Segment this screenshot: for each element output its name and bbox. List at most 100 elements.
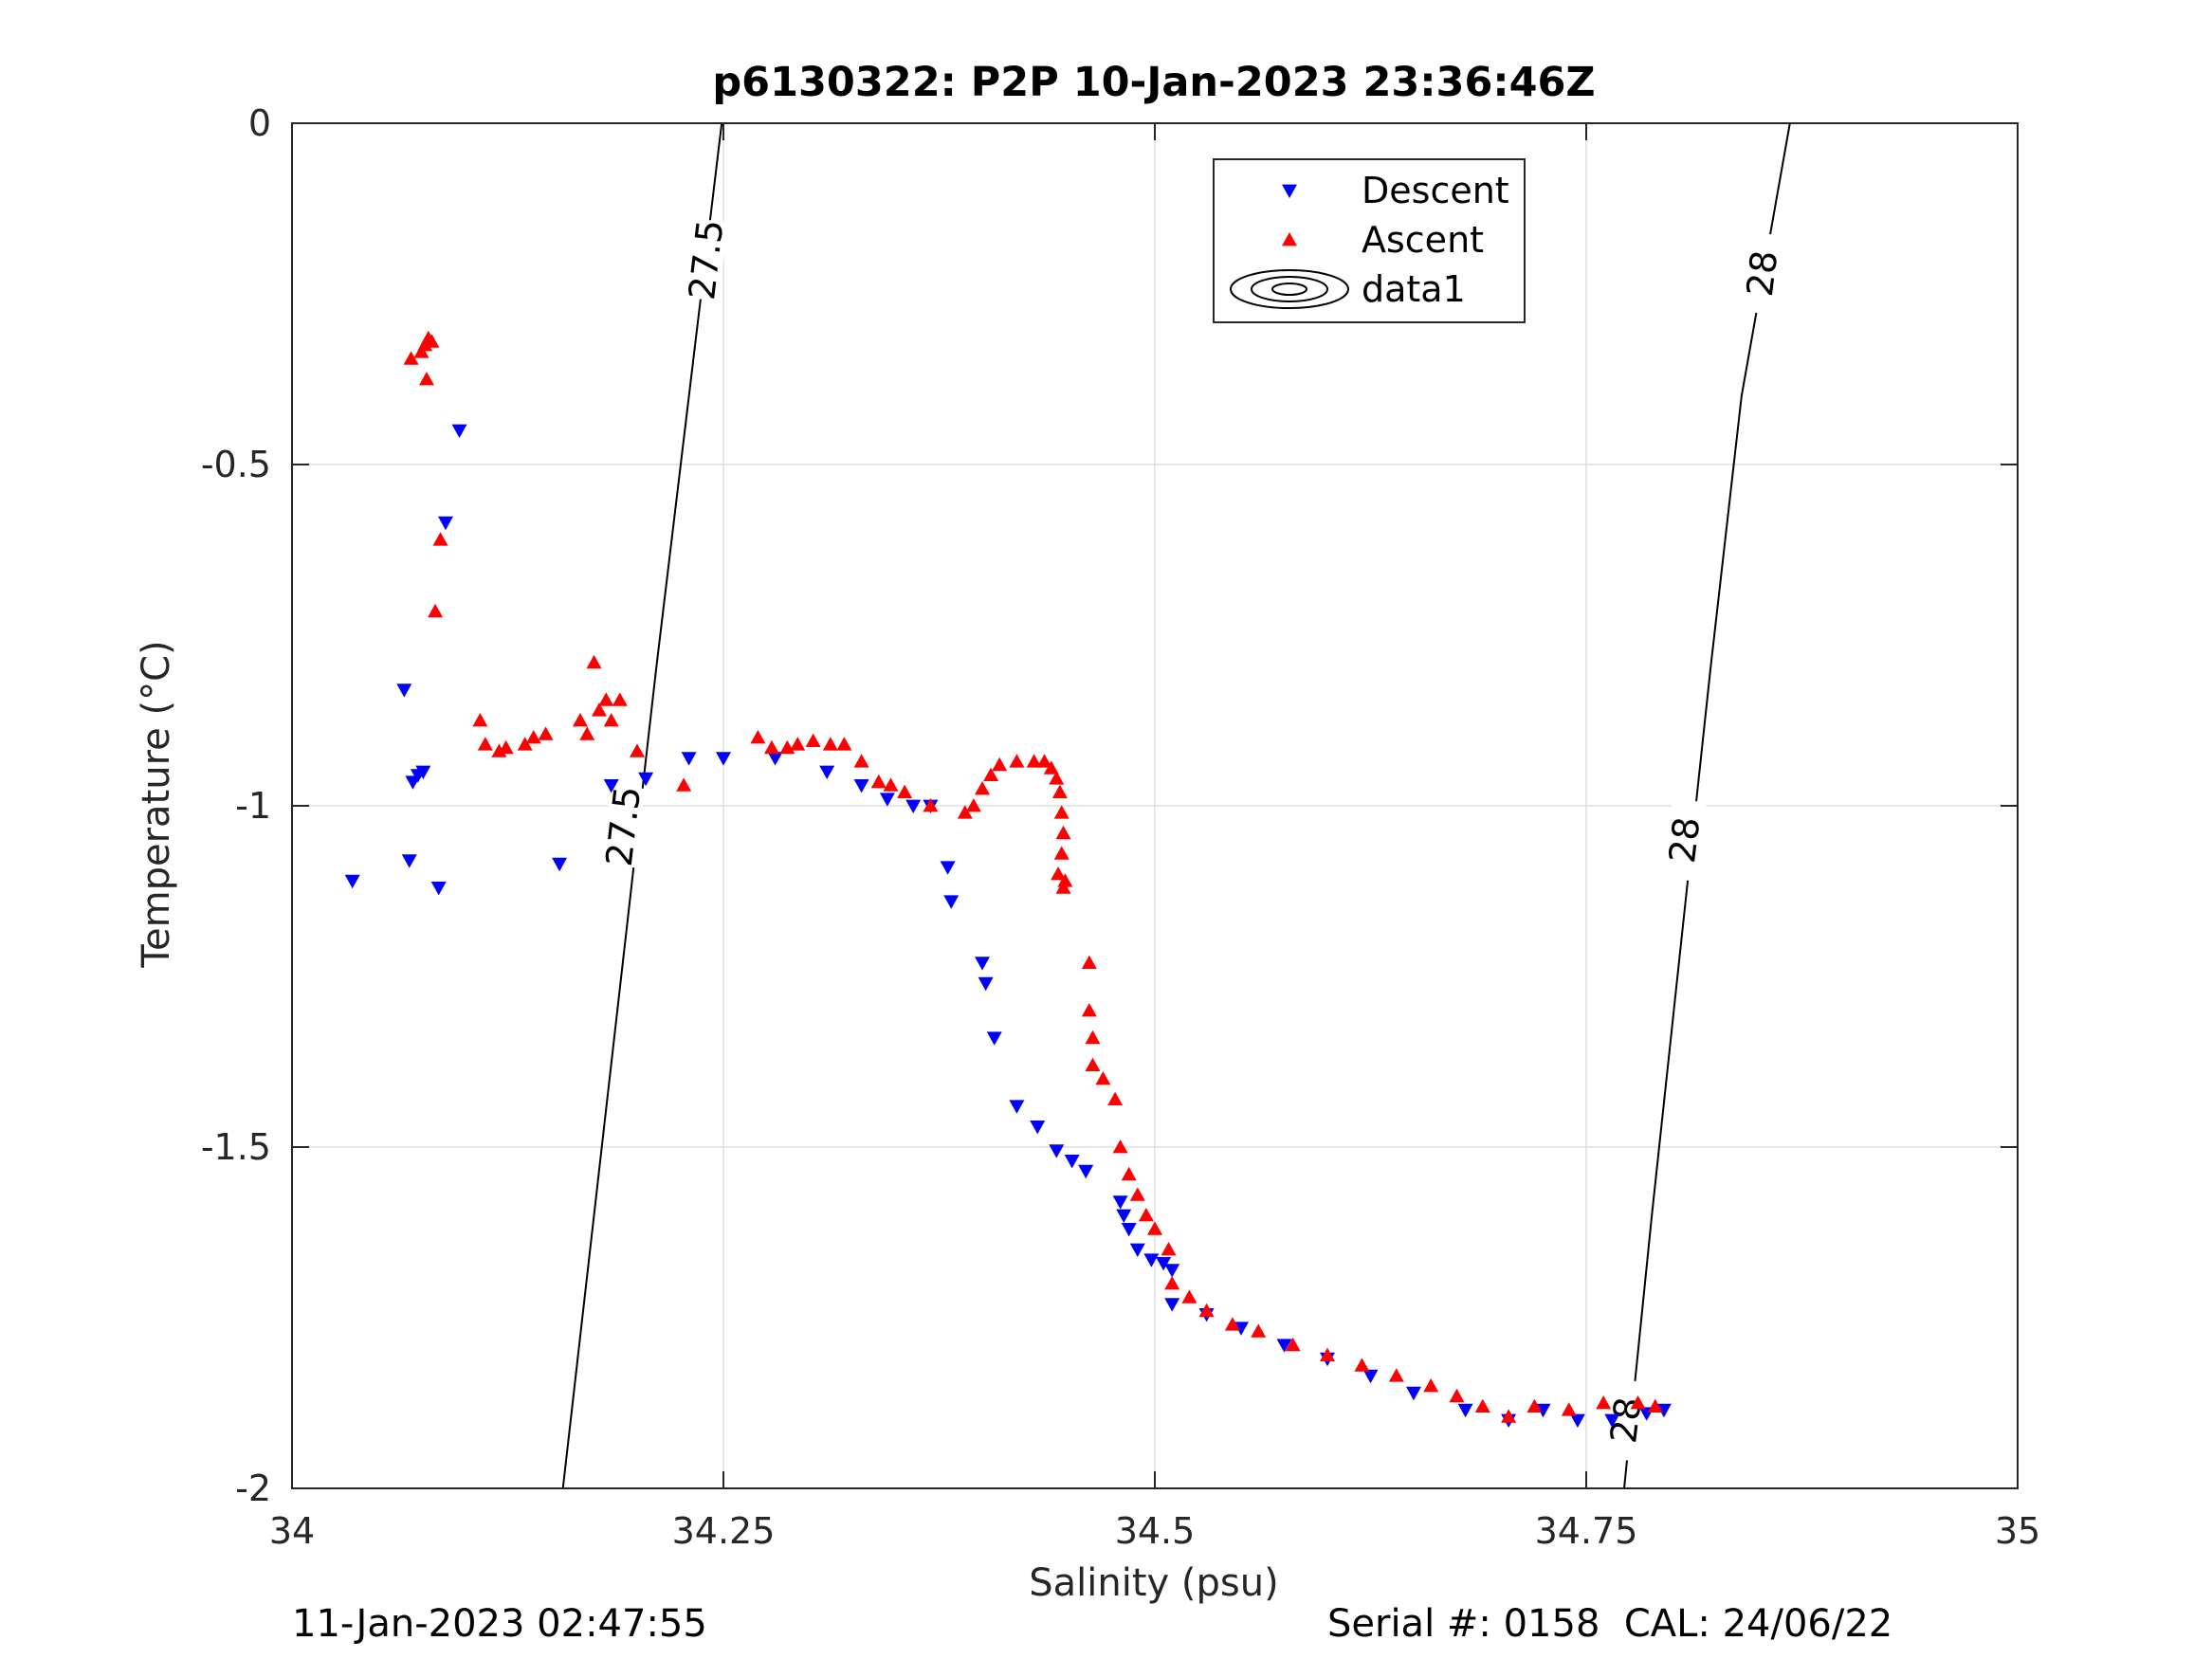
ascent-marker [1423,1378,1439,1393]
ascent-marker [498,739,514,755]
ascent-marker [1224,1317,1240,1331]
ascent-marker [612,692,628,706]
descent-marker [905,799,922,813]
ascent-marker [992,757,1008,772]
ascent-marker [1036,754,1052,768]
ascent-marker [1388,1368,1404,1382]
ascent-marker [586,654,602,669]
ascent-marker [1081,955,1097,969]
y-tick-label: -0.5 [201,444,271,485]
contour-legend-icon [1271,283,1307,296]
legend-label: Ascent [1362,219,1484,261]
ascent-marker [983,767,999,781]
descent-marker [638,772,654,787]
descent-marker [1129,1243,1145,1257]
legend-box [1213,158,1526,323]
ascent-marker [822,737,838,751]
ascent-marker [1474,1398,1490,1413]
ascent-marker [1043,760,1059,775]
ascent-marker [1009,754,1025,768]
ascent-marker [1112,1139,1128,1154]
descent-marker [1535,1403,1551,1418]
descent-marker [552,857,568,872]
descent-marker [986,1031,1002,1046]
y-tick-label: 0 [248,102,271,144]
y-axis-label: Temperature (°C) [135,640,178,968]
ascent-marker [790,737,806,751]
ascent-marker [897,784,913,798]
x-axis-ticks: 34 34.25 34.5 34.75 35 [269,123,2040,1552]
ascent-marker [403,351,419,365]
descent-legend-icon [1282,184,1297,198]
descent-marker [978,976,994,992]
x-tick-label: 34.75 [1535,1510,1638,1552]
x-tick-label: 34.25 [672,1510,776,1552]
ascent-marker [424,334,440,348]
descent-marker [451,424,467,438]
descent-marker [1049,1144,1065,1158]
ascent-marker [1161,1242,1177,1256]
descent-marker [1143,1253,1160,1267]
descent-marker [430,882,447,896]
ascent-marker [598,692,614,706]
descent-marker [1234,1322,1249,1336]
ascent-marker [853,754,869,768]
descent-marker [1009,1100,1025,1114]
ascent-marker [1285,1337,1301,1352]
x-tick-label: 34 [269,1510,315,1552]
ascent-marker [603,713,619,727]
descent-marker [1362,1369,1379,1384]
descent-marker [603,779,619,793]
descent-marker [681,752,697,766]
ascent-marker [1095,1071,1111,1085]
contour-label-bg [685,218,728,301]
ascent-legend-icon [1282,232,1297,246]
ascent-marker [525,730,541,744]
ascent-marker [1354,1358,1370,1372]
ascent-marker [1198,1303,1215,1318]
ascent-marker [1051,866,1067,881]
descent-marker [396,684,412,698]
descent-marker [1457,1403,1473,1418]
x-tick-label: 34.5 [1115,1510,1196,1552]
ascent-marker [1147,1221,1162,1235]
contour-label: 27.5 [681,217,731,301]
descent-marker [1164,1264,1180,1278]
ascent-marker [676,777,692,792]
x-tick-label: 35 [1995,1510,2040,1552]
descent-marker [943,895,960,909]
ascent-marker [923,798,939,812]
ascent-marker [1561,1402,1577,1416]
ascent-marker [1053,805,1069,819]
ascent-marker [836,737,852,751]
ascent-series [403,330,1663,1423]
ascent-marker [1085,1057,1101,1071]
ascent-marker [1055,825,1071,840]
ascent-marker [572,713,588,727]
ascent-marker [1181,1289,1197,1304]
ascent-marker [750,730,766,744]
ascent-marker [1026,754,1042,768]
descent-marker [1078,1164,1094,1179]
ascent-marker [1251,1323,1267,1338]
descent-marker [1655,1403,1672,1418]
ascent-marker [805,733,821,747]
ascent-marker [538,726,554,740]
contour-label-bg [1662,798,1707,882]
descent-marker [1112,1195,1128,1210]
ascent-marker [1501,1409,1517,1423]
descent-marker [975,957,990,971]
descent-marker [1604,1413,1620,1428]
descent-marker [1164,1298,1180,1312]
chart-title: p6130322: P2P 10-Jan-2023 23:36:46Z [712,59,1595,106]
ascent-marker [1051,784,1068,798]
y-tick-label: -2 [235,1468,271,1509]
grid [291,122,2019,1489]
contour-label-bg [1740,231,1784,316]
ascent-marker [1057,873,1073,887]
footer-timestamp: 11-Jan-2023 02:47:55 [292,1602,707,1646]
descent-marker [853,779,869,793]
ascent-marker [1053,846,1069,860]
ascent-marker [870,774,887,789]
